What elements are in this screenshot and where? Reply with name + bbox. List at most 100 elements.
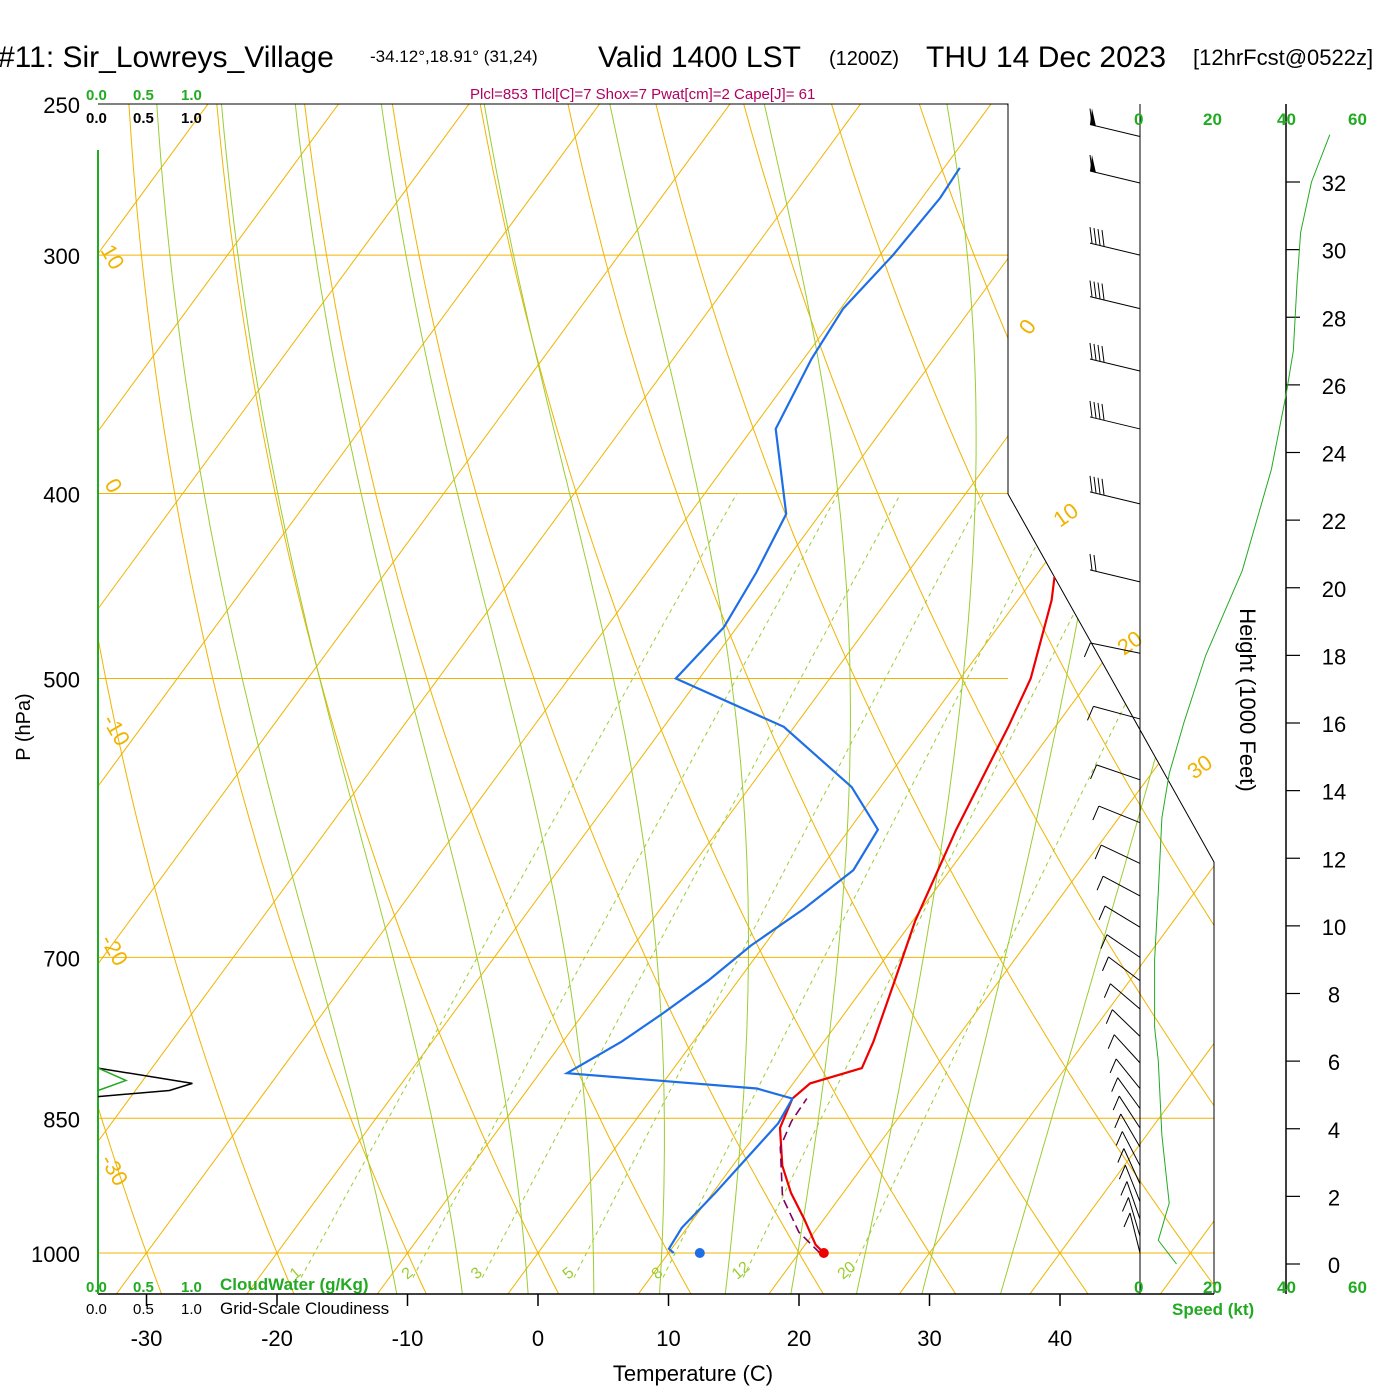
cloud-water-tick-top: 1.0 — [181, 87, 202, 104]
cloud-water-tick-top: 0.5 — [133, 87, 154, 104]
wind-barb-feather — [1101, 478, 1105, 495]
dry-adiabat-line — [1192, 104, 1214, 1294]
wind-barb — [1112, 1095, 1141, 1129]
isotherm-line — [98, 104, 606, 1294]
dry-adiabat-line — [286, 104, 696, 1294]
wind-barb-feather — [1101, 403, 1105, 420]
wind-barb — [1109, 1058, 1141, 1089]
dry-adiabat-label: 20 — [1113, 626, 1147, 661]
height-tick-label: 0 — [1328, 1253, 1340, 1278]
wind-speed-tick-bottom: 40 — [1277, 1278, 1296, 1297]
wind-barb-shaft — [1118, 1095, 1141, 1129]
wind-barb-feather — [1093, 343, 1097, 361]
wind-barb-shaft — [1121, 1131, 1141, 1166]
valid-date: THU 14 Dec 2023 — [926, 41, 1166, 74]
isotherm-line — [1024, 104, 1214, 1294]
wind-barb — [1114, 1113, 1141, 1148]
height-tick-label: 28 — [1322, 306, 1346, 331]
wind-barb-shaft — [1113, 1034, 1141, 1064]
cloudiness-tick-top: 1.0 — [181, 110, 202, 127]
mixing-ratio-label: 12 — [729, 1259, 754, 1284]
moist-adiabat-line — [209, 104, 464, 1294]
wind-barb-feather — [1118, 1164, 1126, 1180]
wind-barb-shaft — [1089, 242, 1141, 256]
mixing-ratio-line — [742, 493, 1136, 1278]
wind-barb — [1098, 905, 1141, 928]
pressure-tick-label: 500 — [43, 668, 80, 693]
wind-barb-shaft — [1098, 805, 1141, 824]
wind-barb-feather — [1102, 956, 1109, 972]
valid-time: Valid 1400 LST — [598, 41, 801, 74]
cloud-scale-bottom: 0.0 0.5 1.0 CloudWater (g/Kg) 0.0 0.5 1.… — [86, 1275, 389, 1318]
wind-barb-feather — [1123, 1212, 1131, 1228]
wind-barb-feather — [1097, 344, 1101, 362]
wind-barb — [1122, 1197, 1141, 1237]
wind-barb-feather — [1101, 345, 1105, 363]
wind-barb-feather — [1093, 476, 1097, 493]
wind-barb-pennant — [1090, 154, 1096, 173]
height-tick-label: 30 — [1322, 239, 1346, 264]
isotherm-line — [98, 104, 736, 1294]
wind-barb-feather — [1097, 402, 1101, 419]
wind-barb-feather — [1093, 281, 1097, 298]
cloud-water-profile — [97, 1067, 129, 1092]
wind-barb-shaft — [1111, 1009, 1141, 1037]
dry-adiabat-line — [98, 104, 298, 1294]
wind-barb-shaft — [1100, 844, 1141, 864]
wind-speed-tick-top: 40 — [1277, 110, 1296, 129]
cloud-water-label: CloudWater (g/Kg) — [220, 1275, 369, 1294]
wind-barb — [1100, 934, 1141, 958]
isotherm-line — [1154, 104, 1214, 1294]
wind-speed-tick-top: 0 — [1134, 110, 1143, 129]
height-tick-label: 32 — [1322, 171, 1346, 196]
surface-dewpoint-point — [694, 1248, 705, 1258]
height-axis-title: Height (1000 Feet) — [1235, 608, 1260, 791]
wind-barb-shaft — [1093, 705, 1141, 720]
dry-adiabat-label: -20 — [96, 930, 134, 970]
isotherm-line — [632, 104, 1214, 1294]
isotherm-line — [98, 104, 997, 1294]
wind-barb-feather — [1101, 283, 1105, 300]
wind-barb-shaft — [1108, 956, 1141, 982]
pressure-tick-label: 1000 — [31, 1242, 80, 1267]
wind-barb — [1111, 1077, 1141, 1109]
wind-barb-shaft — [1090, 642, 1141, 654]
wind-speed-line — [1154, 134, 1331, 1265]
valid-zulu: (1200Z) — [829, 48, 899, 70]
dewpoint-line — [563, 167, 961, 1254]
plot-frame — [98, 103, 1215, 1294]
wind-barb — [1089, 400, 1141, 430]
wind-barb — [1083, 642, 1141, 658]
wind-barb — [1087, 705, 1141, 721]
wind-speed-tick-bottom: 20 — [1203, 1278, 1222, 1297]
isotherm-line — [893, 104, 1214, 1294]
wind-barb-feather — [1094, 844, 1102, 860]
mixing-ratio-label: 8 — [649, 1264, 667, 1283]
dry-adiabat-label: 30 — [1183, 750, 1217, 785]
wind-barb-shaft — [1089, 170, 1141, 184]
wind-barb-feather — [1093, 228, 1097, 245]
height-tick-label: 18 — [1322, 644, 1346, 669]
isotherm-line — [0, 0, 83, 1301]
wind-barb-feather — [1089, 280, 1093, 297]
wind-barb — [1092, 805, 1141, 824]
surface-temperature-point — [818, 1248, 829, 1258]
wind-barb-feather — [1115, 1131, 1123, 1146]
height-tick-label: 6 — [1328, 1050, 1340, 1075]
mixing-ratio-line — [300, 493, 738, 1278]
wind-barb-shaft — [1089, 491, 1141, 505]
isotherm-line — [98, 104, 475, 1294]
wind-barb-shaft — [1129, 1212, 1141, 1254]
dry-adiabat-line — [368, 104, 829, 1294]
isotherm-line — [98, 104, 867, 1294]
wind-barb-feather — [1111, 1077, 1119, 1092]
wind-barb-shaft — [1096, 764, 1141, 781]
wind-barb — [1089, 553, 1141, 583]
wind-barb-feather — [1090, 764, 1097, 780]
wind-barb — [1107, 1034, 1141, 1064]
cloudiness-label: Grid-Scale Cloudiness — [220, 1299, 389, 1318]
y-axis-title: P (hPa) — [13, 693, 35, 760]
mixing-ratio-line — [412, 493, 839, 1278]
moist-adiabat-line — [919, 104, 1135, 1294]
moist-adiabat-line — [575, 104, 749, 1294]
